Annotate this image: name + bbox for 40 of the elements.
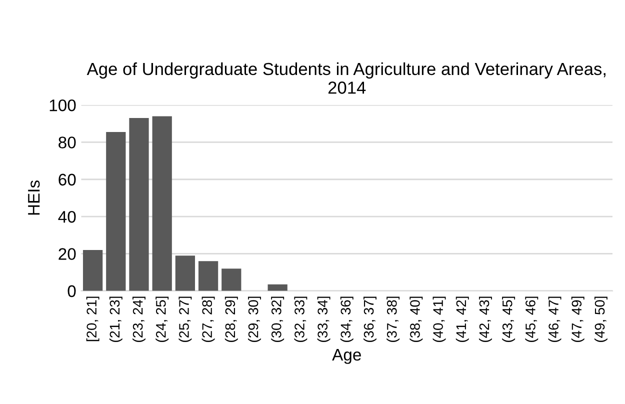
x-tick-label: (24, 25]	[156, 296, 169, 342]
y-tick-label: 40	[58, 210, 76, 223]
x-tick-label: (45, 46]	[525, 296, 538, 342]
y-tick-label: 20	[58, 248, 76, 260]
bar	[222, 268, 242, 291]
x-tick-label: (33, 34]	[317, 296, 330, 342]
bar	[82, 250, 103, 291]
y-axis-title: HEIs	[28, 180, 40, 215]
bar	[268, 284, 288, 291]
chart-title: Age of Undergraduate Students in Agriculture and Veterinary Areas, 2014	[86, 62, 606, 94]
x-axis-title: Age	[332, 349, 361, 364]
x-tick-label: (46, 47]	[548, 296, 562, 342]
y-tick-label: 60	[58, 174, 76, 186]
bar	[198, 261, 218, 291]
x-tick-label: (28, 29]	[224, 296, 238, 342]
x-tick-label: (43, 45]	[502, 296, 516, 342]
bar	[175, 256, 196, 291]
x-tick-label: (29, 30]	[248, 296, 261, 342]
x-tick-label: (47, 49]	[571, 296, 584, 342]
bar	[106, 132, 126, 291]
bar	[129, 118, 149, 291]
x-tick-label: (23, 24]	[132, 296, 146, 342]
x-tick-label: [20, 21]	[86, 296, 100, 342]
x-tick-label: (41, 42]	[456, 296, 469, 342]
y-tick-label: 100	[50, 99, 76, 112]
x-tick-label: (32, 33]	[294, 296, 308, 342]
x-tick-label: (40, 41]	[432, 296, 446, 342]
x-tick-label: (36, 37]	[364, 296, 376, 342]
bar	[152, 116, 172, 291]
y-tick-label: 0	[68, 285, 76, 298]
x-tick-label: (21, 23]	[109, 296, 122, 342]
y-tick-label: 80	[58, 136, 76, 148]
x-tick-label: (42, 43]	[478, 296, 492, 342]
x-tick-label: (37, 38]	[386, 296, 400, 342]
x-tick-label: (30, 32]	[271, 296, 284, 342]
x-tick-label: (38, 40]	[410, 296, 423, 342]
x-tick-label: (49, 50]	[594, 296, 608, 342]
x-tick-label: (34, 36]	[340, 296, 354, 342]
x-tick-label: (27, 28]	[202, 296, 215, 342]
x-tick-label: (25, 27]	[178, 296, 192, 342]
